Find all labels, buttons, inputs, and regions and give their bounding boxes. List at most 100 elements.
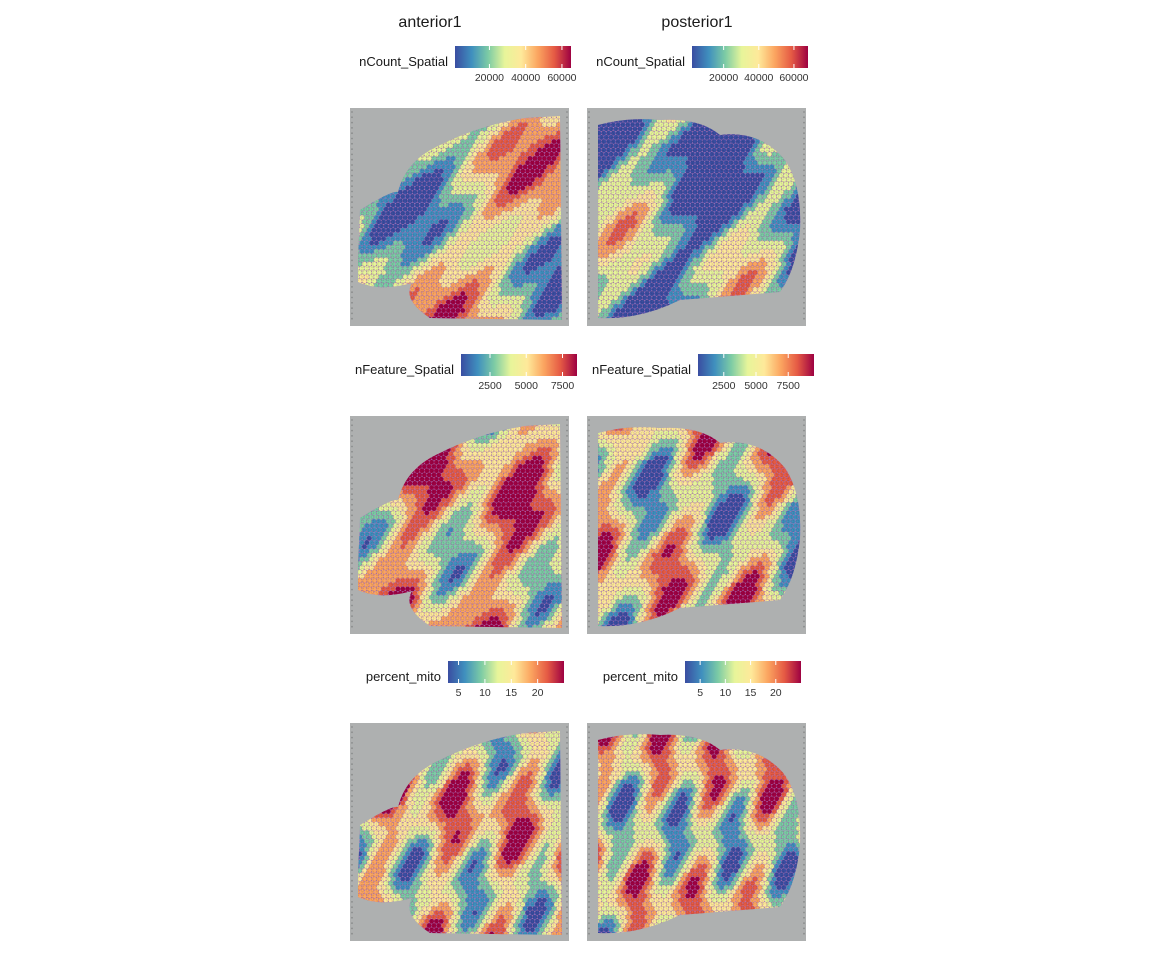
fiducial-dot: [588, 211, 590, 214]
fiducial-dot: [803, 233, 805, 235]
fiducial-dot: [351, 312, 353, 315]
fiducial-dot: [566, 248, 568, 251]
fiducial-dot: [351, 233, 353, 235]
fiducial-dot: [566, 127, 568, 129]
fiducial-dot: [351, 254, 353, 256]
fiducial-dot: [566, 158, 568, 161]
spot-outline-mesh: [598, 119, 801, 319]
fiducial-dot: [566, 264, 568, 267]
fiducial-dot: [803, 270, 805, 272]
colorbar-tick-label: 5000: [515, 380, 539, 392]
fiducial-dot: [351, 169, 353, 172]
fiducial-dot: [588, 301, 590, 304]
fiducial-dot: [566, 142, 568, 145]
fiducial-dot: [803, 127, 805, 129]
fiducial-dot: [803, 312, 805, 315]
fiducial-dot: [566, 238, 568, 241]
fiducial-dot: [803, 148, 805, 151]
fiducial-dot: [351, 317, 353, 320]
fiducial-dot: [803, 291, 805, 294]
fiducial-dot: [351, 429, 353, 432]
fiducial-dot: [566, 195, 568, 198]
fiducial-dot: [351, 211, 353, 214]
fiducial-dot: [588, 248, 590, 251]
fiducial-dot: [351, 153, 353, 156]
fiducial-dot: [803, 301, 805, 304]
colorbar-tick-label: 20000: [709, 72, 738, 84]
fiducial-dot: [803, 275, 805, 278]
fiducial-dot: [351, 185, 353, 188]
fiducial-dot: [351, 164, 353, 166]
fiducial-dot: [803, 280, 805, 283]
fiducial-dot: [566, 185, 568, 188]
fiducial-dot: [566, 243, 568, 246]
fiducial-dot: [588, 275, 590, 278]
fiducial-dot: [566, 233, 568, 235]
colorbar-nCount_Spatial-anterior1: [455, 46, 571, 68]
fiducial-dot: [566, 164, 568, 166]
fiducial-dot: [351, 127, 353, 129]
colorbar-nFeature_Spatial-anterior1: [461, 354, 577, 376]
colorbar-nCount_Spatial-posterior1: [692, 46, 808, 68]
fiducial-dot: [566, 180, 568, 182]
fiducial-dot: [803, 206, 805, 209]
fiducial-dot: [351, 275, 353, 278]
fiducial-dot: [588, 238, 590, 241]
fiducial-dot: [588, 307, 590, 309]
colorbar-tick-label: 60000: [547, 72, 576, 84]
fiducial-dot: [803, 248, 805, 251]
fiducial-dot: [803, 190, 805, 193]
fiducial-dot: [351, 259, 353, 262]
fiducial-dot: [566, 153, 568, 156]
fiducial-dot: [588, 137, 590, 140]
fiducial-dot: [351, 296, 353, 299]
fiducial-dot: [566, 296, 568, 299]
fiducial-dot: [803, 243, 805, 246]
tissue-panel-nCount_Spatial-anterior1: [350, 108, 569, 326]
fiducial-dot: [351, 424, 353, 427]
fiducial-dot: [588, 254, 590, 256]
fiducial-dot: [803, 132, 805, 135]
fiducial-dot: [351, 158, 353, 161]
fiducial-dot: [803, 259, 805, 262]
fiducial-dot: [566, 312, 568, 315]
fiducial-dot: [566, 307, 568, 309]
fiducial-dot: [566, 301, 568, 304]
fiducial-dot: [351, 174, 353, 177]
fiducial-dot: [566, 169, 568, 172]
fiducial-dot: [588, 111, 590, 113]
fiducial-dot: [803, 217, 805, 219]
fiducial-dot: [588, 264, 590, 267]
fiducial-dot: [588, 132, 590, 135]
fiducial-dot: [803, 142, 805, 145]
fiducial-dot: [588, 116, 590, 119]
fiducial-dot: [566, 211, 568, 214]
fiducial-dot: [566, 132, 568, 135]
fiducial-dot: [351, 419, 353, 421]
fiducial-dot: [803, 317, 805, 320]
fiducial-dot: [803, 137, 805, 140]
fiducial-dot: [351, 201, 353, 204]
fiducial-dot: [566, 254, 568, 256]
fiducial-dot: [588, 169, 590, 172]
fiducial-dot: [351, 142, 353, 145]
fiducial-dot: [803, 111, 805, 113]
fiducial-dot: [588, 153, 590, 156]
fiducial-dot: [803, 222, 805, 225]
fiducial-dot: [566, 201, 568, 204]
legend-title-nFeature_Spatial-anterior1: nFeature_Spatial: [355, 362, 454, 377]
fiducial-dot: [803, 164, 805, 166]
fiducial-dot: [588, 164, 590, 166]
fiducial-dot: [351, 121, 353, 124]
fiducial-dot: [588, 280, 590, 283]
fiducial-dot: [588, 127, 590, 129]
fiducial-dot: [351, 243, 353, 246]
fiducial-dot: [566, 137, 568, 140]
fiducial-dot: [803, 238, 805, 241]
fiducial-dot: [566, 121, 568, 124]
fiducial-dot: [351, 435, 353, 437]
fiducial-dot: [588, 233, 590, 235]
fiducial-dot: [351, 217, 353, 219]
fiducial-dot: [351, 280, 353, 283]
